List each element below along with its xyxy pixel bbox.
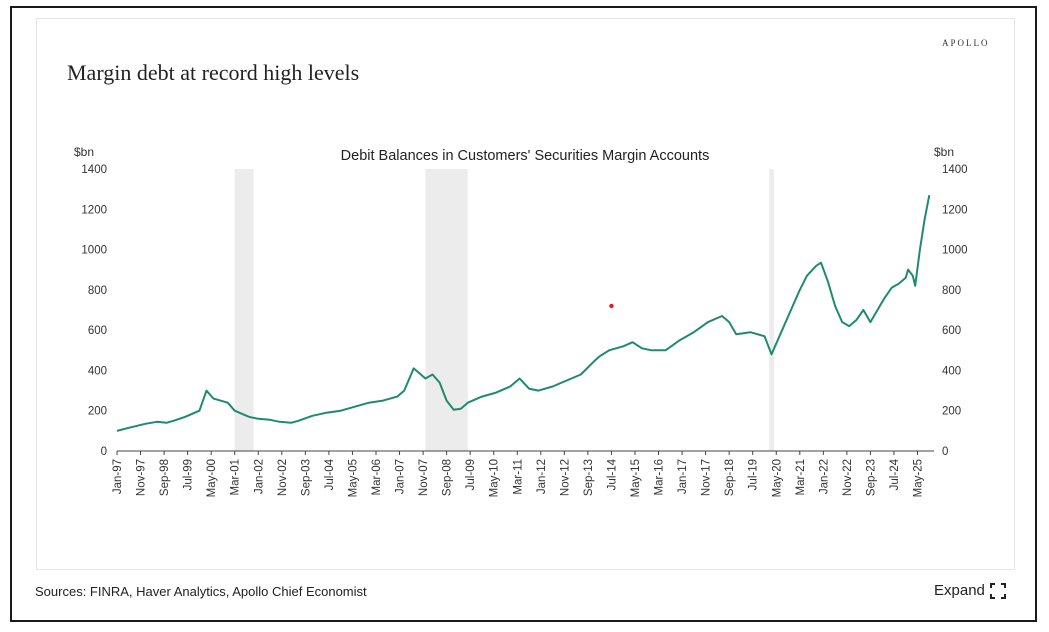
y-tick-right: 600 xyxy=(942,325,961,337)
x-tick-label: Sep-98 xyxy=(159,459,171,496)
y-tick-right: 400 xyxy=(942,365,961,377)
x-tick-label: May-15 xyxy=(630,459,642,497)
chart-title: Debit Balances in Customers' Securities … xyxy=(341,148,710,164)
y-tick-left: 800 xyxy=(88,285,107,297)
x-tick-label: Sep-23 xyxy=(865,459,877,496)
margin-debt-series-line xyxy=(116,195,931,432)
x-tick-label: Nov-12 xyxy=(559,459,571,496)
x-tick-label: Sep-08 xyxy=(442,459,454,496)
x-axis: Jan-97 Nov-97 Sep-98 Jul-99 May-00 Mar-01 Jan-… xyxy=(112,451,925,497)
x-tick-label: Jan-12 xyxy=(536,459,548,494)
brand-logo: APOLLO xyxy=(942,38,990,48)
x-tick-label: Sep-13 xyxy=(583,459,595,496)
y-axis-right: 0 200 400 600 800 1000 1200 1400 xyxy=(942,164,968,458)
y-tick-left: 600 xyxy=(88,325,107,337)
y-tick-left: 1400 xyxy=(81,164,107,176)
expand-button[interactable]: Expand xyxy=(934,582,1006,599)
y-tick-left: 400 xyxy=(88,365,107,377)
recession-band-2 xyxy=(425,169,468,451)
x-tick-label: Mar-21 xyxy=(795,459,807,495)
x-tick-label: Jul-04 xyxy=(324,458,336,490)
expand-icon xyxy=(989,582,1006,599)
page-title: Margin debt at record high levels xyxy=(67,60,360,85)
recession-bands xyxy=(234,169,774,451)
x-tick-label: May-25 xyxy=(913,459,925,497)
x-tick-label: Jul-99 xyxy=(183,459,195,490)
x-tick-label: May-05 xyxy=(347,459,359,497)
y-tick-right: 0 xyxy=(942,446,948,458)
marker-dot xyxy=(609,303,614,309)
x-tick-label: Nov-07 xyxy=(418,459,430,496)
expand-label: Expand xyxy=(934,582,985,599)
y-tick-left: 1000 xyxy=(81,245,107,257)
x-tick-label: May-20 xyxy=(771,459,783,497)
x-tick-label: Mar-06 xyxy=(371,459,383,495)
x-tick-label: Nov-17 xyxy=(701,459,713,496)
x-tick-label: Jan-97 xyxy=(112,459,124,494)
x-tick-label: Jul-14 xyxy=(606,458,618,490)
y-tick-right: 200 xyxy=(942,406,961,418)
x-tick-label: Mar-01 xyxy=(230,459,242,495)
chart-frame: APOLLO Margin debt at record high levels… xyxy=(10,6,1037,622)
x-tick-label: Jul-19 xyxy=(748,459,760,490)
y-tick-right: 1400 xyxy=(942,164,968,176)
x-tick-label: Sep-18 xyxy=(724,459,736,496)
y-tick-right: 1000 xyxy=(942,245,968,257)
x-tick-label: May-10 xyxy=(489,459,501,497)
left-unit-label: $bn xyxy=(74,145,94,159)
y-tick-right: 800 xyxy=(942,285,961,297)
margin-debt-chart: 0 200 400 600 800 1000 1200 1400 0 200 400 600 800 1… xyxy=(74,145,968,497)
x-tick-label: Nov-22 xyxy=(842,459,854,496)
recession-band-1 xyxy=(234,169,254,451)
right-unit-label: $bn xyxy=(934,145,954,159)
y-tick-left: 0 xyxy=(101,446,107,458)
x-tick-label: Nov-97 xyxy=(136,459,148,496)
x-tick-label: Jan-17 xyxy=(677,459,689,494)
y-tick-right: 1200 xyxy=(942,204,968,216)
chart-card xyxy=(36,18,1015,570)
x-tick-label: Mar-16 xyxy=(654,459,666,495)
y-tick-left: 200 xyxy=(88,406,107,418)
x-tick-label: May-00 xyxy=(206,459,218,497)
x-tick-label: Nov-02 xyxy=(277,459,289,496)
x-tick-label: Sep-03 xyxy=(300,459,312,496)
y-tick-left: 1200 xyxy=(81,204,107,216)
x-tick-label: Jan-22 xyxy=(818,459,830,494)
x-tick-label: Jan-02 xyxy=(253,459,265,494)
x-tick-label: Jul-09 xyxy=(465,459,477,490)
sources-note: Sources: FINRA, Haver Analytics, Apollo … xyxy=(35,584,367,599)
recession-band-3 xyxy=(769,169,774,451)
x-tick-label: Mar-11 xyxy=(512,459,524,495)
y-axis-left: 0 200 400 600 800 1000 1200 1400 xyxy=(81,164,107,458)
x-tick-label: Jul-24 xyxy=(889,458,901,490)
x-tick-label: Jan-07 xyxy=(395,459,407,494)
